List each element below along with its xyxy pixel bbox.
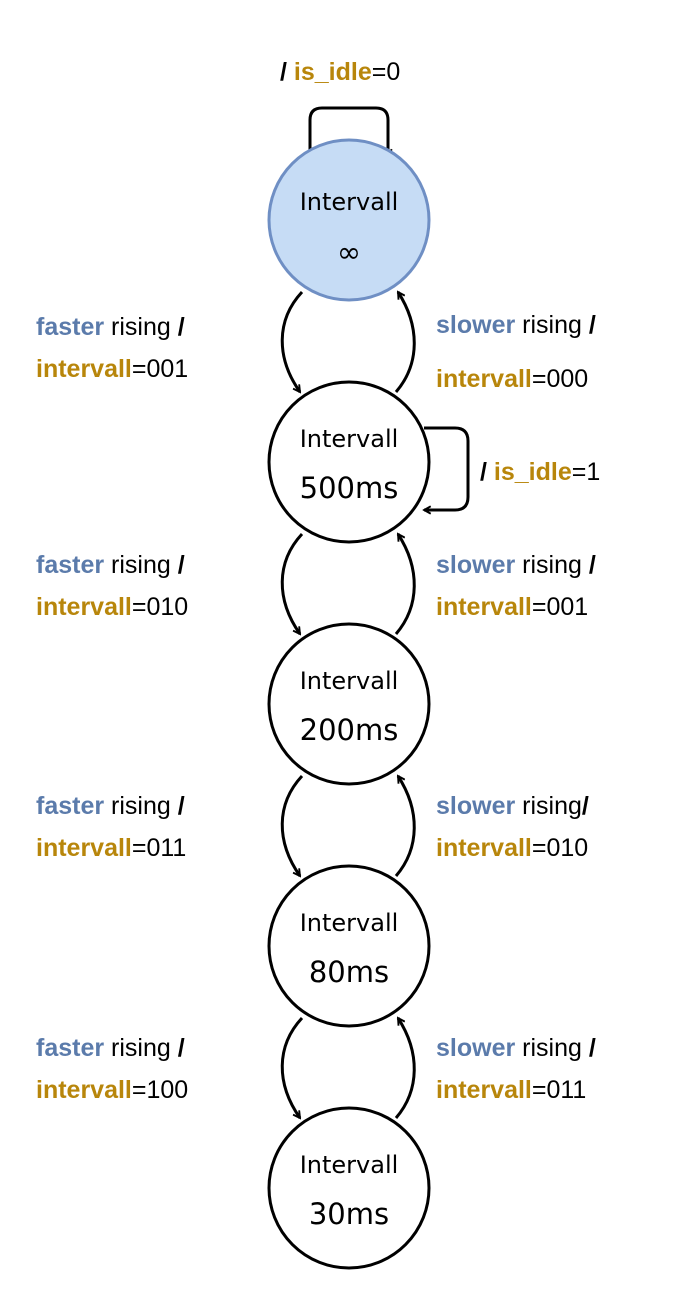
svg-text:intervall=001: intervall=001 — [36, 355, 188, 383]
var-is-idle: is_idle — [294, 58, 372, 86]
self-loop-idle0-arrow — [308, 106, 388, 156]
state-interval-500ms: Intervall 500ms — [267, 380, 431, 544]
transition-slower-arrow-3 — [394, 776, 416, 877]
transition-faster-label-4: faster rising / intervall=100 — [36, 1034, 188, 1104]
transition-slower-label-4: slower rising / intervall=011 — [436, 1034, 596, 1104]
svg-text:intervall=100: intervall=100 — [36, 1076, 188, 1104]
state-label: Intervall — [300, 1151, 399, 1179]
svg-text:faster rising /: faster rising / — [36, 792, 185, 820]
transition-slower-arrow-1 — [394, 292, 416, 393]
self-loop-idle1-arrow — [424, 426, 470, 510]
svg-text:slower rising /: slower rising / — [436, 311, 596, 339]
svg-text:intervall=001: intervall=001 — [436, 593, 588, 621]
svg-text:intervall=011: intervall=011 — [436, 1076, 586, 1104]
state-label: Intervall — [300, 188, 399, 216]
state-interval-infinity: Intervall ∞ — [267, 138, 431, 302]
state-value: 500ms — [300, 471, 399, 505]
transition-faster-label-2: faster rising / intervall=010 — [36, 551, 188, 621]
svg-text:intervall=011: intervall=011 — [36, 834, 186, 862]
svg-text:faster rising /: faster rising / — [36, 551, 185, 579]
svg-text:slower rising /: slower rising / — [436, 551, 596, 579]
svg-text:intervall=010: intervall=010 — [436, 834, 588, 862]
state-label: Intervall — [300, 425, 399, 453]
state-initial-circle — [267, 138, 431, 302]
state-interval-200ms: Intervall 200ms — [267, 622, 431, 786]
transition-faster-arrow-1 — [280, 290, 304, 392]
transition-slower-arrow-4 — [394, 1018, 416, 1119]
svg-text:slower rising/: slower rising/ — [436, 792, 589, 820]
state-value: 80ms — [309, 955, 389, 989]
state-value: 200ms — [300, 713, 399, 747]
state-label: Intervall — [300, 667, 399, 695]
svg-text:intervall=000: intervall=000 — [436, 365, 588, 393]
transition-faster-label-1: faster rising / intervall=001 — [36, 313, 188, 383]
svg-text:faster rising /: faster rising / — [36, 313, 185, 341]
state-label: Intervall — [300, 909, 399, 937]
transition-slower-label-2: slower rising / intervall=001 — [436, 551, 596, 621]
transition-slower-arrow-2 — [394, 534, 416, 635]
state-interval-30ms: Intervall 30ms — [267, 1106, 431, 1270]
transition-faster-arrow-3 — [280, 774, 304, 876]
svg-text:intervall=010: intervall=010 — [36, 593, 188, 621]
transition-slower-label-1: slower rising / intervall=000 — [436, 311, 596, 393]
transition-slower-label-3: slower rising/ intervall=010 — [436, 792, 589, 862]
self-loop-idle0-label: / is_idle=0 — [280, 58, 400, 86]
transition-faster-arrow-2 — [280, 532, 304, 634]
transition-faster-label-3: faster rising / intervall=011 — [36, 792, 186, 862]
self-loop-idle1-label: / is_idle=1 — [480, 458, 600, 486]
state-value: 30ms — [309, 1197, 389, 1231]
svg-text:slower rising /: slower rising / — [436, 1034, 596, 1062]
state-interval-80ms: Intervall 80ms — [267, 864, 431, 1028]
svg-text:faster rising /: faster rising / — [36, 1034, 185, 1062]
state-value: ∞ — [337, 235, 361, 269]
transition-faster-arrow-4 — [280, 1016, 304, 1118]
